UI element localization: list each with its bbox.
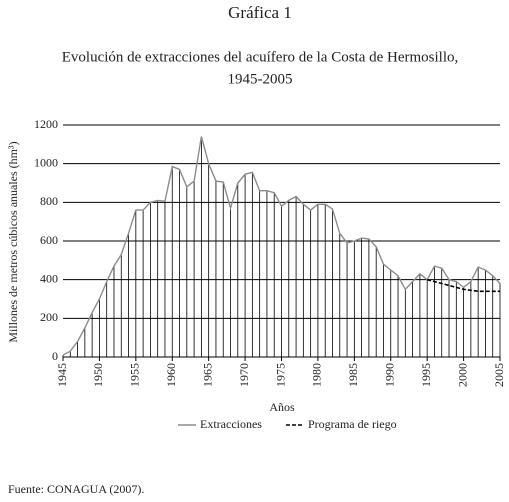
y-tick-label: 800 — [40, 194, 58, 208]
x-tick-label: 2005 — [492, 363, 506, 387]
legend-label: Extracciones — [200, 417, 262, 431]
x-tick-label: 1980 — [310, 363, 324, 387]
legend-label: Programa de riego — [308, 417, 397, 431]
heading: Gráfica 1 — [228, 3, 292, 22]
chart-title: 1945-2005 — [228, 71, 293, 87]
x-tick-label: 1975 — [273, 363, 287, 387]
x-tick-label: 1970 — [237, 363, 251, 387]
x-tick-label: 1950 — [91, 363, 105, 387]
x-tick-label: 1960 — [164, 363, 178, 387]
y-tick-label: 1200 — [34, 117, 58, 131]
series-line — [426, 278, 500, 293]
x-tick-label: 1955 — [128, 363, 142, 387]
y-tick-label: 600 — [40, 233, 58, 247]
y-tick-label: 200 — [40, 310, 58, 324]
chart-title: Evolución de extracciones del acuífero d… — [62, 49, 459, 65]
x-tick-label: 1990 — [383, 363, 397, 387]
y-tick-label: 1000 — [34, 155, 58, 169]
x-tick-label: 1995 — [419, 363, 433, 387]
x-tick-label: 1945 — [55, 363, 69, 387]
x-axis-label: Años — [269, 400, 295, 414]
x-tick-label: 2000 — [455, 363, 469, 387]
source: Fuente: CONAGUA (2007). — [8, 482, 144, 496]
y-tick-label: 0 — [52, 349, 58, 363]
y-tick-label: 400 — [40, 271, 58, 285]
y-axis-label: Millones de metros cúbicos anuales (hm³) — [6, 141, 20, 342]
x-tick-label: 1965 — [200, 363, 214, 387]
x-tick-label: 1985 — [346, 363, 360, 387]
